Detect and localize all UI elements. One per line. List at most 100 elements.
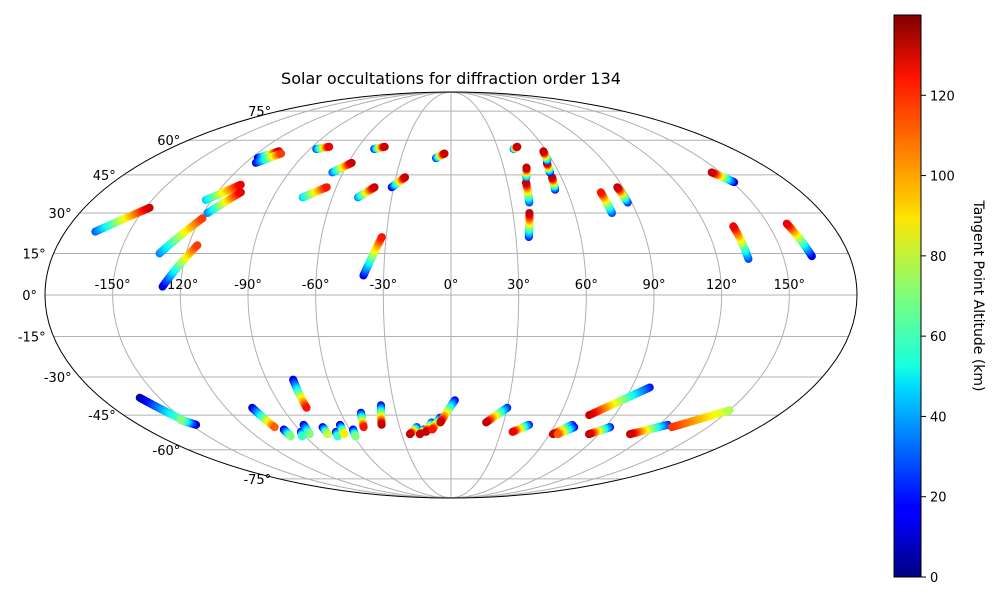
longitude-tick-label: -60° xyxy=(302,278,330,293)
tangent-point-marker xyxy=(176,416,185,425)
tangent-point-marker xyxy=(323,430,332,439)
latitude-tick-label: 45° xyxy=(93,169,116,184)
tangent-point-marker xyxy=(305,430,314,439)
latitude-tick-labels: 75° 60° 45° 30° 15° 0° -15° -30° -45° -60° -75° xyxy=(18,105,271,488)
latitude-tick-label: -15° xyxy=(18,331,46,346)
occultation-track xyxy=(289,375,311,412)
tangent-point-marker xyxy=(325,142,334,151)
tangent-point-marker xyxy=(193,241,202,250)
occultation-track xyxy=(203,188,245,217)
tangent-point-marker xyxy=(596,188,605,197)
tangent-point-marker xyxy=(729,222,738,231)
tangent-point-marker xyxy=(145,203,154,212)
occultation-track xyxy=(91,203,154,236)
occultation-track xyxy=(548,173,560,194)
latitude-tick-label: 15° xyxy=(23,247,46,262)
tangent-point-marker xyxy=(359,423,368,432)
tangent-point-marker xyxy=(585,411,594,420)
occultation-track xyxy=(328,158,356,177)
latitude-tick-label: 30° xyxy=(49,207,72,222)
tangent-point-marker xyxy=(370,183,379,192)
latitude-tick-label: 75° xyxy=(248,105,271,120)
occultation-tracks xyxy=(91,142,816,441)
tangent-point-marker xyxy=(667,423,676,432)
tangent-point-marker xyxy=(380,142,389,151)
occultation-track xyxy=(482,403,512,427)
colorbar-label: Tangent Point Altitude (km) xyxy=(970,199,986,391)
latitude-tick-label: 0° xyxy=(22,289,37,304)
colorbar-tick-label: 120 xyxy=(930,89,955,104)
tangent-point-marker xyxy=(333,432,342,441)
longitude-tick-label: -120° xyxy=(162,278,198,293)
occultation-track xyxy=(539,147,552,165)
tangent-point-marker xyxy=(613,183,622,192)
occultation-track xyxy=(729,222,753,263)
latitude-tick-label: -75° xyxy=(243,473,271,488)
tangent-point-marker xyxy=(482,418,491,427)
occultation-track xyxy=(613,183,632,207)
occultation-track xyxy=(387,173,410,192)
tangent-point-marker xyxy=(539,147,548,156)
longitude-tick-label: -90° xyxy=(234,278,262,293)
latitude-tick-label: 60° xyxy=(157,134,180,149)
occultation-track xyxy=(299,420,314,439)
occultation-track xyxy=(155,214,207,258)
map-boundary xyxy=(44,91,858,499)
occultation-track xyxy=(336,420,349,439)
map-grid xyxy=(45,91,857,499)
occultation-track xyxy=(522,178,534,207)
tangent-point-marker xyxy=(198,214,207,223)
colorbar-tick-label: 60 xyxy=(930,330,947,345)
longitude-tick-label: 30° xyxy=(507,278,530,293)
colorbar-ticks: 0 20 40 60 80 100 120 xyxy=(921,89,955,586)
tangent-point-marker xyxy=(340,430,349,439)
occultation-track xyxy=(370,142,389,154)
occultation-track xyxy=(297,427,307,441)
occultation-track xyxy=(436,396,459,427)
latitude-tick-label: -30° xyxy=(44,371,72,386)
tangent-point-marker xyxy=(236,180,245,189)
tangent-point-marker xyxy=(236,188,245,197)
occultation-track xyxy=(509,142,522,154)
longitude-tick-label: 120° xyxy=(706,278,737,293)
occultation-track xyxy=(405,423,421,439)
chart-title: Solar occultations for diffraction order… xyxy=(281,69,621,88)
longitude-tick-label: 0° xyxy=(444,278,459,293)
colorbar-tick-label: 80 xyxy=(930,250,947,265)
tangent-point-marker xyxy=(377,420,386,429)
occultation-track xyxy=(176,416,201,429)
longitude-tick-label: 60° xyxy=(575,278,598,293)
tangent-point-marker xyxy=(707,168,716,177)
tangent-point-marker xyxy=(436,418,445,427)
occultation-track xyxy=(298,183,331,202)
tangent-point-marker xyxy=(277,149,286,158)
occultation-track xyxy=(201,180,245,204)
tangent-point-marker xyxy=(302,403,311,412)
tangent-point-marker xyxy=(298,432,307,441)
occultation-track xyxy=(354,183,379,202)
occultation-track xyxy=(279,425,295,441)
occultation-track xyxy=(625,420,672,439)
longitude-tick-label: -30° xyxy=(369,278,397,293)
occultation-track xyxy=(359,233,386,280)
tangent-point-marker xyxy=(428,425,437,434)
tangent-point-marker xyxy=(401,173,410,182)
occultation-track xyxy=(248,403,279,432)
tangent-point-marker xyxy=(508,427,517,436)
colorbar: 0 20 40 60 80 100 120 Tangent Point Altitude (… xyxy=(893,14,986,586)
tangent-point-marker xyxy=(440,149,449,158)
tangent-point-marker xyxy=(422,427,431,436)
occultation-track xyxy=(508,420,534,436)
tangent-point-marker xyxy=(513,142,522,151)
latitude-tick-label: -45° xyxy=(88,409,116,424)
occultation-track xyxy=(251,149,286,167)
longitude-tick-label: 150° xyxy=(774,278,805,293)
tangent-point-marker xyxy=(405,430,414,439)
tangent-point-marker xyxy=(522,163,531,172)
tangent-point-marker xyxy=(415,430,424,439)
tangent-point-marker xyxy=(322,183,331,192)
latitude-tick-label: -60° xyxy=(153,444,181,459)
occultation-track xyxy=(522,163,531,182)
occultation-track xyxy=(596,188,616,217)
